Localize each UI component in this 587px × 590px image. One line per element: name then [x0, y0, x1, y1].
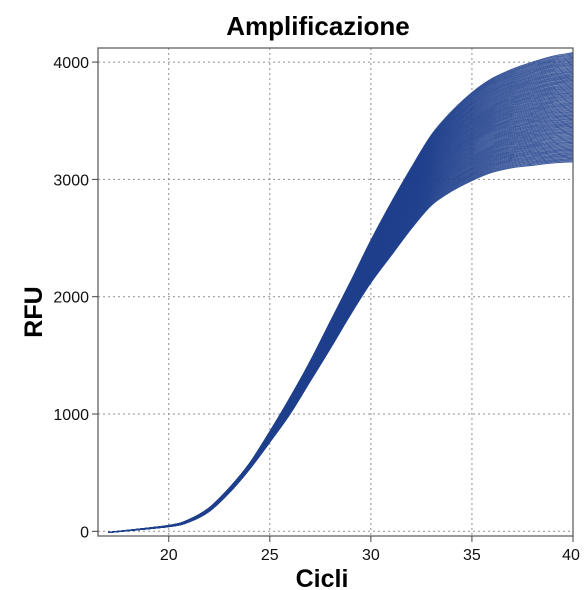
axes: 20 25 30 35 40 0 1000 2000 3000 4000 [53, 55, 580, 564]
amplification-curve [108, 148, 574, 534]
amplification-curve [108, 153, 574, 534]
amplification-curve [108, 154, 574, 534]
amplification-curve [108, 145, 574, 534]
amplification-curve [108, 144, 574, 534]
amplification-curve [108, 142, 574, 534]
amplification-curve [108, 133, 574, 534]
amplification-curve [108, 141, 574, 534]
amplification-curve [108, 149, 574, 534]
amplification-curve [108, 139, 574, 534]
y-tick-label: 1000 [53, 407, 89, 424]
chart-title: Amplificazione [226, 11, 409, 41]
amplification-curve [108, 147, 574, 534]
x-tick-label: 30 [362, 547, 380, 564]
y-tick-label: 0 [80, 524, 89, 541]
y-tick-label: 3000 [53, 172, 89, 189]
amplification-curve [108, 152, 574, 534]
amplification-curve [108, 140, 574, 534]
y-tick-label: 4000 [53, 55, 89, 72]
amplification-curve [108, 161, 574, 534]
x-tick-label: 20 [160, 547, 178, 564]
x-tick-label: 25 [261, 547, 279, 564]
amplification-curve [108, 138, 574, 534]
amplification-curve [108, 155, 574, 534]
amplification-curve [108, 135, 574, 534]
amplification-curve [108, 93, 574, 534]
amplification-curve [108, 156, 574, 534]
amplification-curve [108, 132, 574, 534]
x-tick-label: 35 [463, 547, 481, 564]
amplification-curve [108, 146, 574, 534]
y-axis-label: RFU [20, 286, 48, 337]
plot-area [108, 52, 574, 534]
amplification-curve [108, 134, 574, 534]
x-tick-label: 40 [562, 547, 580, 564]
amplification-curve [108, 68, 574, 534]
x-axis-label: Cicli [296, 565, 349, 590]
y-tick-label: 2000 [53, 290, 89, 307]
amplification-curve [108, 137, 574, 534]
amplification-curve [108, 150, 574, 534]
amplification-curve [108, 160, 574, 534]
amplification-curve [108, 158, 574, 534]
plot-frame [97, 47, 574, 537]
amplification-curve [108, 157, 574, 534]
